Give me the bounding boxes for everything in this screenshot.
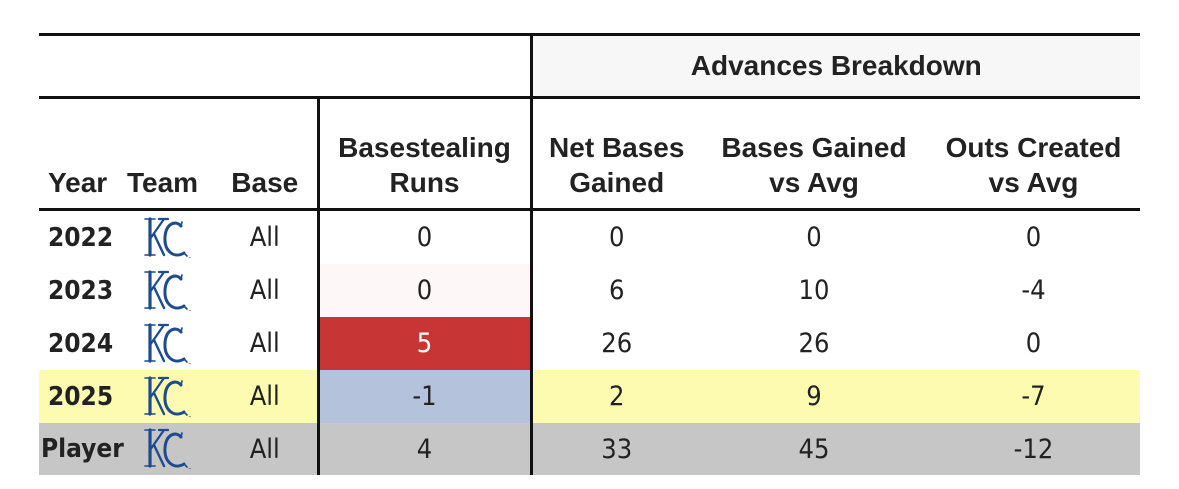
col-header-base[interactable]: Base <box>213 97 320 211</box>
col-header-oc-line1: Outs Created <box>945 132 1122 163</box>
year-cell: 2022 <box>39 209 123 264</box>
team-cell: ™ <box>123 317 213 370</box>
col-header-net-line1: Net Bases <box>549 132 685 163</box>
svg-text:™: ™ <box>188 467 192 472</box>
base-cell: All <box>213 370 320 423</box>
outs-created-vs-avg-cell: -4 <box>927 264 1140 317</box>
svg-text:™: ™ <box>188 309 192 314</box>
bases-gained-vs-avg-cell: 10 <box>701 264 927 317</box>
col-header-basestealing-runs[interactable]: Basestealing Runs <box>318 97 533 211</box>
base-cell: All <box>213 264 320 317</box>
col-header-outs-created-vs-avg[interactable]: Outs Created vs Avg <box>927 97 1140 211</box>
kc-royals-logo-icon: ™ <box>140 266 196 316</box>
svg-text:™: ™ <box>188 256 192 261</box>
header-group-spacer <box>39 33 531 99</box>
baserunning-stats-table: Advances Breakdown Year Team Base Basest… <box>39 33 1140 475</box>
bases-gained-vs-avg-cell: 26 <box>701 317 927 370</box>
table-row: 2024 ™ All 5 26 26 0 <box>39 317 1140 370</box>
bases-gained-vs-avg-cell: 0 <box>701 209 927 264</box>
net-bases-gained-cell: 33 <box>531 423 701 475</box>
stats-table-container: Advances Breakdown Year Team Base Basest… <box>39 33 1140 475</box>
outs-created-vs-avg-cell: 0 <box>927 317 1140 370</box>
col-header-bsr-line2: Runs <box>389 167 460 198</box>
outs-created-vs-avg-cell: -12 <box>927 423 1140 475</box>
bases-gained-vs-avg-cell: 9 <box>701 370 927 423</box>
team-cell: ™ <box>123 209 213 264</box>
basestealing-runs-cell: 0 <box>318 209 533 264</box>
year-cell: Player <box>39 423 124 475</box>
outs-created-vs-avg-cell: 0 <box>927 209 1140 264</box>
col-header-year[interactable]: Year <box>39 97 123 211</box>
svg-text:™: ™ <box>188 362 192 367</box>
outs-created-vs-avg-cell: -7 <box>927 370 1140 423</box>
year-cell: 2025 <box>39 370 123 423</box>
basestealing-runs-cell: 5 <box>318 317 533 370</box>
team-cell: ™ <box>123 370 213 423</box>
table-row: 2022 ™ All 0 0 0 0 <box>39 209 1140 264</box>
kc-royals-logo-icon: ™ <box>140 372 196 422</box>
kc-royals-logo-icon: ™ <box>140 424 196 474</box>
year-cell: 2024 <box>39 317 123 370</box>
col-header-net-line2: Gained <box>569 167 665 198</box>
bases-gained-vs-avg-cell: 45 <box>701 423 927 475</box>
header-group-row: Advances Breakdown <box>39 33 1140 99</box>
net-bases-gained-cell: 26 <box>531 317 701 370</box>
advances-breakdown-header: Advances Breakdown <box>529 33 1140 99</box>
table-row: 2023 ™ All 0 6 10 -4 <box>39 264 1140 317</box>
team-cell: ™ <box>123 423 213 475</box>
col-header-net-bases-gained[interactable]: Net Bases Gained <box>531 97 701 211</box>
col-header-oc-line2: vs Avg <box>988 167 1079 198</box>
header-column-row: Year Team Base Basestealing Runs Net Bas… <box>39 97 1140 211</box>
col-header-team[interactable]: Team <box>123 97 213 211</box>
table-row: 2025 ™ All -1 2 9 -7 <box>39 370 1140 423</box>
net-bases-gained-cell: 0 <box>531 209 701 264</box>
col-header-bases-gained-vs-avg[interactable]: Bases Gained vs Avg <box>701 97 927 211</box>
basestealing-runs-cell: -1 <box>318 370 533 423</box>
col-header-bg-line2: vs Avg <box>769 167 859 198</box>
net-bases-gained-cell: 6 <box>531 264 701 317</box>
net-bases-gained-cell: 2 <box>531 370 701 423</box>
kc-royals-logo-icon: ™ <box>140 319 196 369</box>
col-header-bsr-line1: Basestealing <box>338 132 511 163</box>
base-cell: All <box>213 423 320 475</box>
team-cell: ™ <box>123 264 213 317</box>
svg-text:™: ™ <box>188 415 192 420</box>
col-header-bg-line1: Bases Gained <box>721 132 907 163</box>
year-cell: 2023 <box>39 264 123 317</box>
basestealing-runs-cell: 0 <box>318 264 533 317</box>
player-total-row: Player ™ All 4 33 45 -12 <box>39 423 1140 475</box>
basestealing-runs-cell: 4 <box>318 423 533 475</box>
kc-royals-logo-icon: ™ <box>140 213 196 263</box>
base-cell: All <box>213 209 320 264</box>
base-cell: All <box>213 317 320 370</box>
